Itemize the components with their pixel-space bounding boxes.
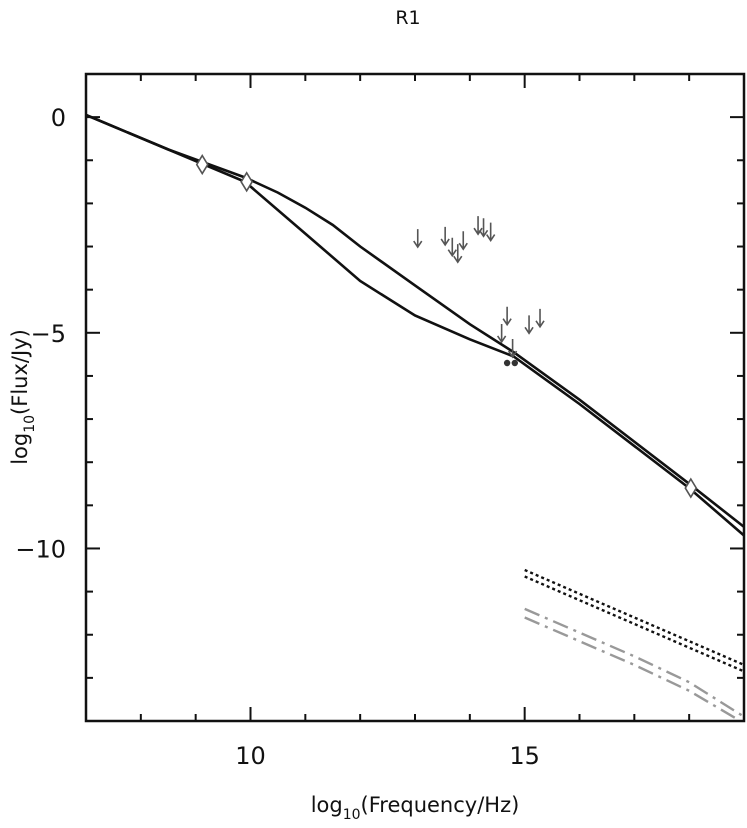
series-line-dotted-4 xyxy=(524,575,744,673)
upper-limit-arrow-10 xyxy=(502,306,512,327)
upper-limit-arrow-13 xyxy=(535,308,545,329)
plot-lines xyxy=(86,113,744,721)
y-tick-label: −5 xyxy=(31,320,66,348)
upper-limit-arrow-2 xyxy=(440,226,450,247)
x-tick-labels: 10 15 xyxy=(235,742,540,770)
upper-limit-arrow-5 xyxy=(458,231,468,251)
upper-limit-arrow-3 xyxy=(447,237,457,258)
y-axis-label-prefix: log xyxy=(8,433,32,465)
diamond-point-2 xyxy=(240,171,254,193)
upper-limit-arrow-8 xyxy=(486,222,496,243)
detection-point-2 xyxy=(511,359,518,367)
y-axis-label-suffix: (Flux/Jy) xyxy=(8,329,32,415)
x-tick-label: 10 xyxy=(235,742,266,770)
detection-point-1 xyxy=(503,359,511,367)
x-axis-label: log10(Frequency/Hz) xyxy=(311,793,520,823)
upper-limit-arrow-1 xyxy=(413,229,423,249)
series-line-dotted-3 xyxy=(524,568,744,667)
diamond-point-1 xyxy=(195,154,209,176)
diamond-point-3 xyxy=(684,477,698,499)
y-axis-label-subscript: 10 xyxy=(22,415,38,433)
x-axis-label-suffix: (Frequency/Hz) xyxy=(361,793,520,817)
upper-limit-arrow-9 xyxy=(496,323,507,344)
upper-limit-arrow-7 xyxy=(478,218,489,238)
y-axis-label: log10(Flux/Jy) xyxy=(8,329,38,465)
series-line-solid-2 xyxy=(86,113,744,528)
upper-limit-arrow-12 xyxy=(524,315,534,335)
y-tick-label: 0 xyxy=(51,104,66,132)
upper-limit-arrow-11 xyxy=(507,339,518,359)
y-tick-label: −10 xyxy=(15,535,66,563)
series-line-solid-1 xyxy=(86,113,744,537)
y-tick-labels: 0 −5 −10 xyxy=(15,104,66,563)
axis-ticks xyxy=(86,74,744,721)
x-tick-label: 15 xyxy=(509,742,540,770)
upper-limit-arrow-4 xyxy=(453,244,463,264)
chart-title: R1 xyxy=(395,7,420,29)
series-line-dashdot-5 xyxy=(524,607,744,718)
plot-frame xyxy=(84,72,746,723)
x-axis-label-prefix: log xyxy=(311,793,343,817)
x-axis-label-subscript: 10 xyxy=(343,807,361,823)
plot-markers xyxy=(195,154,698,499)
series-line-dashdot-6 xyxy=(524,616,743,721)
upper-limit-arrow-6 xyxy=(473,216,483,236)
